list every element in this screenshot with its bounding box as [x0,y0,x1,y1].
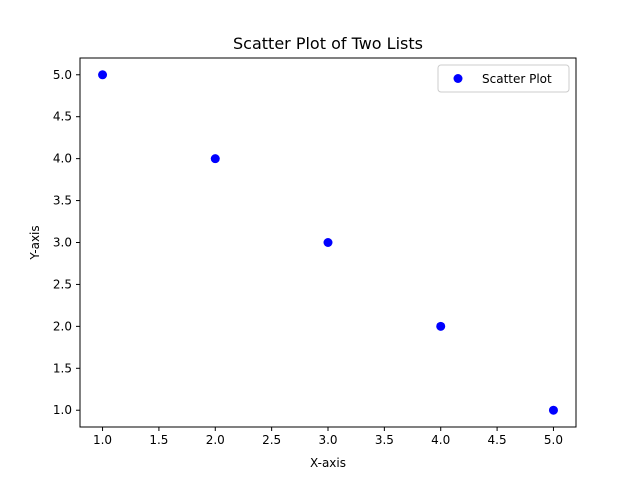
y-tick-label: 1.5 [53,361,72,375]
x-axis-ticks: 1.0 1.5 2.0 2.5 3.0 3.5 4.0 4.5 5.0 [93,427,563,447]
chart-title: Scatter Plot of Two Lists [233,34,423,53]
x-tick-label: 3.5 [375,433,394,447]
data-point [210,154,220,164]
data-points [98,70,558,415]
legend-label: Scatter Plot [482,72,552,86]
x-tick-label: 2.0 [206,433,225,447]
y-tick-label: 4.5 [53,110,72,124]
y-axis-label: Y-axis [28,225,42,260]
data-point [98,70,108,80]
data-point [436,321,446,331]
y-tick-label: 3.5 [53,194,72,208]
x-tick-label: 1.5 [149,433,168,447]
legend-marker [453,74,463,83]
legend-box [437,64,570,93]
y-tick-label: 5.0 [53,68,72,82]
x-tick-label: 4.5 [488,433,507,447]
x-tick-label: 5.0 [544,433,563,447]
y-tick-label: 2.5 [53,277,72,291]
y-tick-label: 2.0 [53,319,72,333]
y-tick-label: 3.0 [53,236,72,250]
data-point [323,238,333,247]
data-point [548,405,558,415]
x-tick-label: 2.5 [262,433,281,447]
x-tick-label: 1.0 [93,433,112,447]
y-tick-label: 4.0 [53,152,72,166]
x-axis-label: X-axis [310,456,346,470]
legend: Scatter Plot [437,64,570,93]
y-tick-label: 1.0 [53,403,72,417]
x-tick-label: 3.0 [318,433,337,447]
x-tick-label: 4.0 [431,433,450,447]
y-axis-ticks: 1.0 1.5 2.0 2.5 3.0 3.5 4.0 4.5 5.0 [53,68,80,417]
